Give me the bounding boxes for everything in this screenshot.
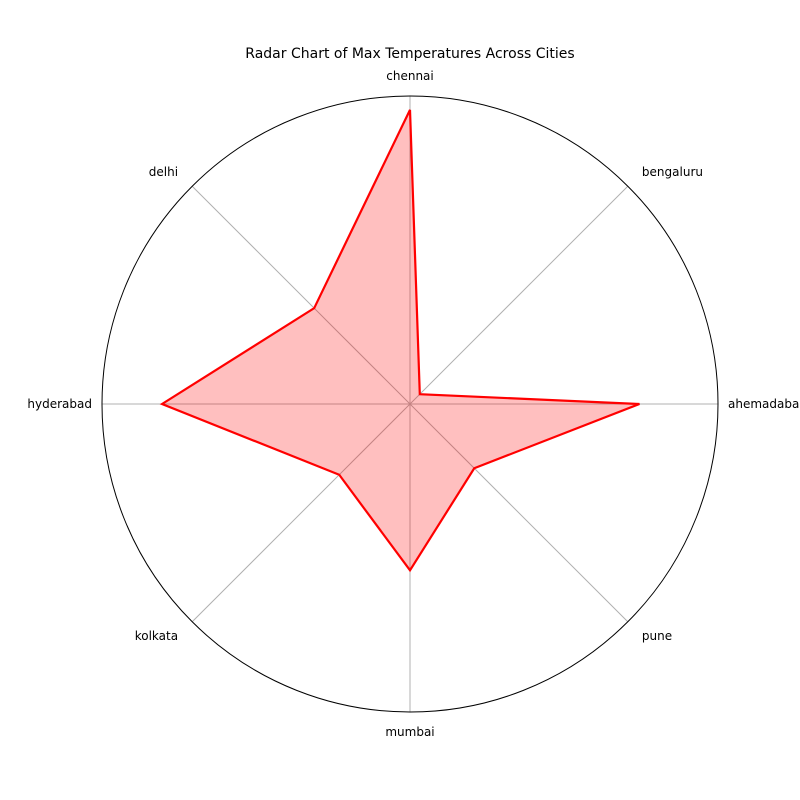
- category-label-hyderabad: hyderabad: [27, 397, 92, 411]
- spoke-pune: [409, 403, 629, 623]
- category-label-chennai: chennai: [386, 69, 433, 83]
- spoke-bengaluru: [409, 185, 629, 405]
- category-label-bengaluru: bengaluru: [642, 165, 703, 179]
- spoke-delhi: [191, 185, 411, 405]
- spoke-kolkata: [191, 403, 411, 623]
- category-label-delhi: delhi: [149, 165, 178, 179]
- category-label-kolkata: kolkata: [135, 629, 178, 643]
- chart-title: Radar Chart of Max Temperatures Across C…: [245, 46, 574, 62]
- category-label-ahemadabad: ahemadabad: [728, 397, 800, 411]
- category-label-mumbai: mumbai: [385, 725, 434, 739]
- category-labels: ahemadabad bengaluru chennai delhi hyderabad…: [27, 69, 800, 739]
- radar-grid: [101, 95, 719, 713]
- series-area: [162, 109, 640, 571]
- radar-series: [159, 109, 640, 573]
- polar-frame: [101, 95, 719, 713]
- category-label-pune: pune: [642, 629, 672, 643]
